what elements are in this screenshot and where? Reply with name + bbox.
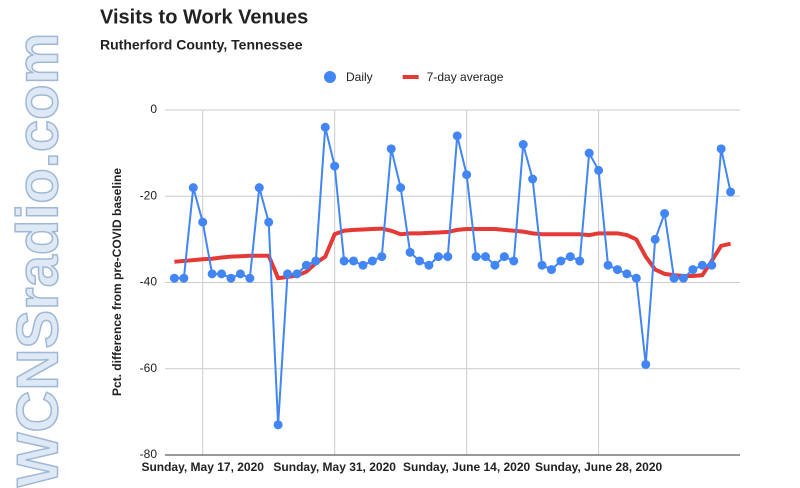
data-point xyxy=(594,165,604,175)
data-point xyxy=(433,252,443,262)
chart-subtitle: Rutherford County, Tennessee xyxy=(100,37,303,53)
data-point xyxy=(565,252,575,262)
data-point xyxy=(537,260,547,270)
data-point xyxy=(443,252,453,262)
data-point xyxy=(358,260,368,270)
y-axis-label: Pct. difference from pre-COVID baseline xyxy=(110,168,124,396)
data-point xyxy=(480,252,490,262)
data-point xyxy=(603,260,613,270)
data-point xyxy=(217,269,227,279)
data-point xyxy=(471,252,481,262)
y-tick-label: -60 xyxy=(140,361,158,375)
data-point xyxy=(584,148,594,158)
data-point xyxy=(518,140,528,149)
data-point xyxy=(283,269,293,279)
data-point xyxy=(292,269,302,279)
legend-label: 7-day average xyxy=(427,70,504,84)
x-tick-label: Sunday, June 14, 2020 xyxy=(403,460,531,474)
data-point xyxy=(688,265,698,275)
data-point xyxy=(415,256,425,266)
y-tick-label: -40 xyxy=(140,275,158,289)
data-point xyxy=(320,122,330,132)
data-point xyxy=(273,420,283,430)
y-tick-label: -80 xyxy=(140,447,158,461)
data-point xyxy=(396,183,406,193)
chart-title: Visits to Work Venues xyxy=(100,6,308,28)
data-point xyxy=(678,273,688,283)
data-point xyxy=(311,256,321,266)
data-point xyxy=(169,273,179,283)
data-point xyxy=(330,161,340,171)
data-point xyxy=(377,252,387,262)
data-point xyxy=(509,256,519,266)
data-point xyxy=(188,183,198,193)
legend-label: Daily xyxy=(346,70,373,84)
data-point xyxy=(669,273,679,283)
data-point xyxy=(631,273,641,283)
data-point xyxy=(556,256,566,266)
x-tick-label: Sunday, May 31, 2020 xyxy=(273,460,396,474)
data-point xyxy=(254,183,264,193)
data-point xyxy=(499,252,509,262)
data-point xyxy=(386,144,396,154)
data-point xyxy=(179,273,189,283)
data-point xyxy=(349,256,359,266)
legend-marker xyxy=(324,71,336,83)
y-tick-label: -20 xyxy=(140,188,158,202)
watermark: WCNSradio.com xyxy=(5,33,70,487)
y-tick-label: 0 xyxy=(150,102,157,116)
data-point xyxy=(235,269,245,279)
data-point xyxy=(245,273,255,283)
data-point xyxy=(707,260,717,270)
data-point xyxy=(650,234,660,244)
x-tick-label: Sunday, May 17, 2020 xyxy=(141,460,264,474)
data-point xyxy=(424,260,434,270)
data-point xyxy=(612,265,622,275)
data-point xyxy=(207,269,217,279)
data-point xyxy=(301,260,311,270)
data-point xyxy=(264,217,274,227)
data-point xyxy=(462,170,472,180)
data-point xyxy=(528,174,538,184)
data-point xyxy=(660,209,670,218)
series-line xyxy=(174,127,732,425)
data-point xyxy=(226,273,236,283)
data-point xyxy=(575,256,585,266)
data-point xyxy=(490,260,500,270)
data-point xyxy=(339,256,349,266)
data-point xyxy=(452,131,462,141)
data-point xyxy=(726,187,736,197)
data-point xyxy=(716,144,726,154)
data-point xyxy=(641,359,651,369)
series-line xyxy=(174,226,732,281)
data-point xyxy=(198,217,208,227)
data-point xyxy=(622,269,632,279)
data-point xyxy=(546,265,556,275)
data-point xyxy=(367,256,377,266)
data-point xyxy=(697,260,707,270)
x-tick-label: Sunday, June 28, 2020 xyxy=(535,460,663,474)
data-point xyxy=(405,247,415,257)
